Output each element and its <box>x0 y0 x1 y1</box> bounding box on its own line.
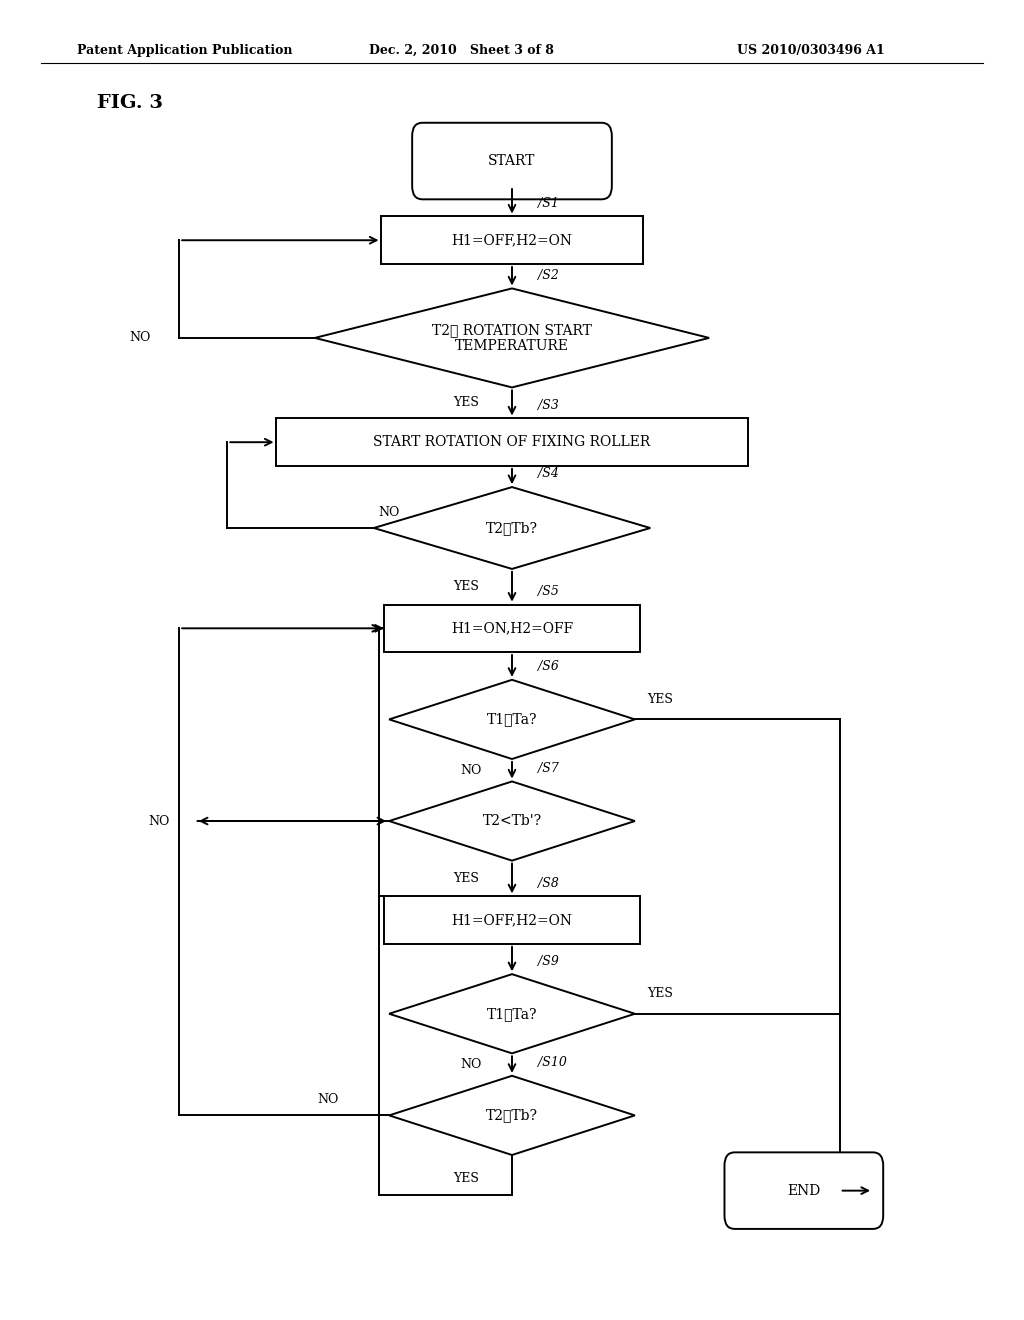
Text: YES: YES <box>453 396 479 409</box>
Text: H1=ON,H2=OFF: H1=ON,H2=OFF <box>451 622 573 635</box>
Text: /S7: /S7 <box>538 762 558 775</box>
Polygon shape <box>315 289 709 388</box>
Polygon shape <box>389 781 635 861</box>
Text: T2<Tb'?: T2<Tb'? <box>482 814 542 828</box>
Text: Patent Application Publication: Patent Application Publication <box>77 44 292 57</box>
Text: FIG. 3: FIG. 3 <box>97 94 163 112</box>
Text: /S1: /S1 <box>538 197 558 210</box>
Text: NO: NO <box>461 1059 481 1071</box>
Text: T2≧ ROTATION START
TEMPERATURE: T2≧ ROTATION START TEMPERATURE <box>432 323 592 352</box>
Text: US 2010/0303496 A1: US 2010/0303496 A1 <box>737 44 885 57</box>
Text: Dec. 2, 2010   Sheet 3 of 8: Dec. 2, 2010 Sheet 3 of 8 <box>369 44 554 57</box>
Polygon shape <box>374 487 650 569</box>
Text: T2≧Tb?: T2≧Tb? <box>486 1109 538 1122</box>
Text: T2≧Tb?: T2≧Tb? <box>486 521 538 535</box>
Bar <box>384 896 640 944</box>
Text: /S5: /S5 <box>538 585 558 598</box>
Polygon shape <box>389 974 635 1053</box>
Text: T1≧Ta?: T1≧Ta? <box>486 1007 538 1020</box>
Text: H1=OFF,H2=ON: H1=OFF,H2=ON <box>452 234 572 247</box>
FancyBboxPatch shape <box>412 123 611 199</box>
Text: START: START <box>488 154 536 168</box>
Polygon shape <box>389 1076 635 1155</box>
Text: /S6: /S6 <box>538 660 558 673</box>
Text: YES: YES <box>453 873 479 884</box>
Text: YES: YES <box>647 987 674 1001</box>
Text: /S2: /S2 <box>538 269 558 281</box>
Text: NO: NO <box>461 764 481 776</box>
Bar <box>381 216 643 264</box>
Text: END: END <box>787 1184 820 1197</box>
Bar <box>384 605 640 652</box>
FancyBboxPatch shape <box>725 1152 883 1229</box>
Text: YES: YES <box>453 1172 479 1185</box>
Text: NO: NO <box>148 814 169 828</box>
Text: /S3: /S3 <box>538 399 558 412</box>
Text: /S8: /S8 <box>538 876 558 890</box>
Text: H1=OFF,H2=ON: H1=OFF,H2=ON <box>452 913 572 927</box>
Text: T1≧Ta?: T1≧Ta? <box>486 713 538 726</box>
Text: YES: YES <box>647 693 674 706</box>
Text: YES: YES <box>453 581 479 593</box>
Text: NO: NO <box>379 506 399 519</box>
Text: NO: NO <box>317 1093 338 1106</box>
Text: /S4: /S4 <box>538 467 558 480</box>
Text: /S9: /S9 <box>538 954 558 968</box>
Text: START ROTATION OF FIXING ROLLER: START ROTATION OF FIXING ROLLER <box>374 436 650 449</box>
Text: /S10: /S10 <box>538 1056 566 1069</box>
Polygon shape <box>389 680 635 759</box>
Text: NO: NO <box>130 331 151 345</box>
Bar <box>276 418 748 466</box>
